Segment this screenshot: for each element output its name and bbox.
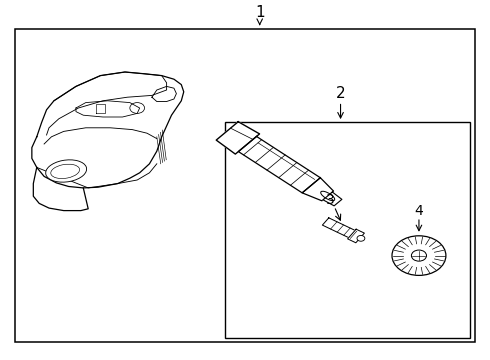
Polygon shape	[322, 218, 362, 241]
Text: 1: 1	[255, 5, 265, 20]
Text: 2: 2	[336, 86, 345, 101]
Circle shape	[412, 250, 426, 261]
Text: 4: 4	[415, 204, 423, 217]
Text: 3: 3	[326, 193, 335, 207]
Circle shape	[357, 235, 365, 241]
Polygon shape	[32, 72, 184, 188]
Ellipse shape	[46, 160, 87, 182]
Polygon shape	[33, 167, 88, 211]
Circle shape	[392, 236, 446, 275]
Ellipse shape	[51, 164, 79, 179]
Ellipse shape	[320, 191, 335, 201]
Polygon shape	[323, 192, 342, 206]
Bar	[15, 29, 475, 342]
Polygon shape	[216, 122, 260, 154]
Bar	[225, 122, 470, 338]
Polygon shape	[347, 229, 365, 243]
Polygon shape	[302, 178, 334, 201]
Polygon shape	[238, 136, 320, 193]
